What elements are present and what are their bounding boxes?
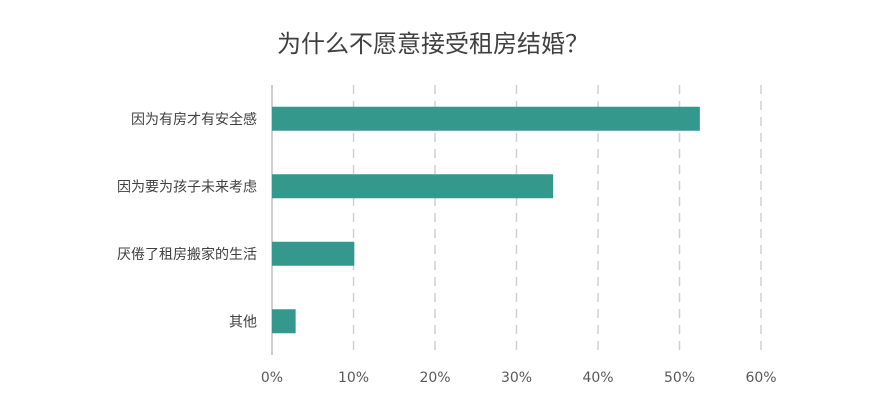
x-tick-label: 40% [582, 370, 613, 386]
x-tick-label: 0% [261, 370, 283, 386]
category-label: 因为有房才有安全感 [131, 111, 257, 128]
category-label: 其他 [229, 314, 257, 330]
chart-title: 为什么不愿意接受租房结婚？ [277, 30, 589, 58]
x-tick-label: 50% [664, 370, 695, 386]
category-label: 因为要为孩子未来考虑 [117, 179, 257, 195]
x-tick-label: 60% [745, 370, 776, 386]
bar [272, 309, 296, 334]
bar [272, 106, 700, 131]
x-tick-labels: 0% 10% 20% 30% 40% 50% 60% [261, 370, 777, 386]
bar [272, 241, 355, 266]
x-tick-label: 10% [338, 370, 369, 386]
bar [272, 174, 554, 199]
x-tick-label: 20% [419, 370, 450, 386]
x-tick-label: 30% [501, 370, 532, 386]
category-label: 厌倦了租房搬家的生活 [117, 246, 257, 263]
bars [272, 106, 700, 334]
